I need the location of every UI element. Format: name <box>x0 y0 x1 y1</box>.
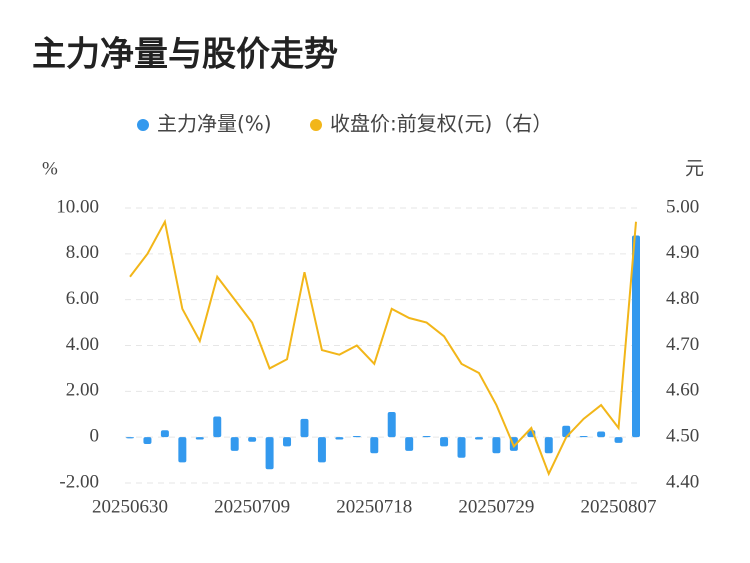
y2-tick-label: 4.40 <box>666 471 699 492</box>
bar <box>178 437 187 463</box>
x-tick-label: 20250709 <box>214 496 290 517</box>
y-tick-label: 0 <box>90 426 100 447</box>
y-tick-label: 8.00 <box>66 242 99 263</box>
x-tick-label: 20250807 <box>581 496 657 517</box>
legend-label: 主力净量(%) <box>157 112 272 136</box>
bar <box>370 437 379 454</box>
y2-axis-label: 元 <box>685 158 704 179</box>
bar <box>492 437 501 454</box>
bar <box>160 430 169 438</box>
bar <box>474 437 483 440</box>
bar <box>614 437 623 443</box>
bar <box>597 431 606 438</box>
bar <box>230 437 239 451</box>
chart-title: 主力净量与股价走势 <box>32 35 338 75</box>
y2-tick-label: 4.90 <box>666 242 699 263</box>
bar <box>283 437 292 447</box>
y-axis-label: % <box>42 158 58 179</box>
bar <box>352 436 361 438</box>
y2-tick-label: 4.80 <box>666 288 699 309</box>
x-tick-label: 20250729 <box>458 496 534 517</box>
price-line <box>129 218 637 477</box>
y-tick-label: 10.00 <box>56 196 99 217</box>
bar <box>317 437 326 463</box>
bar <box>126 437 134 439</box>
bar <box>335 437 344 440</box>
x-tick-label: 20250718 <box>336 496 412 517</box>
bar <box>248 437 257 442</box>
y2-tick-label: 4.60 <box>666 380 699 401</box>
bar <box>405 437 414 451</box>
bar <box>632 235 640 438</box>
bar <box>422 436 431 438</box>
bar <box>213 416 222 438</box>
bar <box>387 411 396 438</box>
y2-tick-label: 5.00 <box>666 196 699 217</box>
legend-marker <box>137 119 149 131</box>
bar <box>544 437 553 454</box>
y2-tick-label: 4.70 <box>666 334 699 355</box>
y-tick-label: -2.00 <box>59 471 99 492</box>
y-tick-label: 4.00 <box>66 334 99 355</box>
x-tick-label: 20250630 <box>92 496 168 517</box>
bar <box>195 437 204 440</box>
y2-tick-label: 4.50 <box>666 426 699 447</box>
legend-label: 收盘价:前复权(元)（右） <box>330 112 552 136</box>
bar <box>143 437 152 445</box>
bar <box>265 437 274 470</box>
bar <box>440 437 449 447</box>
bar <box>457 437 466 458</box>
bar <box>300 418 309 438</box>
y-tick-label: 2.00 <box>66 380 99 401</box>
y-tick-label: 6.00 <box>66 288 99 309</box>
bar <box>579 436 588 438</box>
legend-marker <box>310 119 322 131</box>
